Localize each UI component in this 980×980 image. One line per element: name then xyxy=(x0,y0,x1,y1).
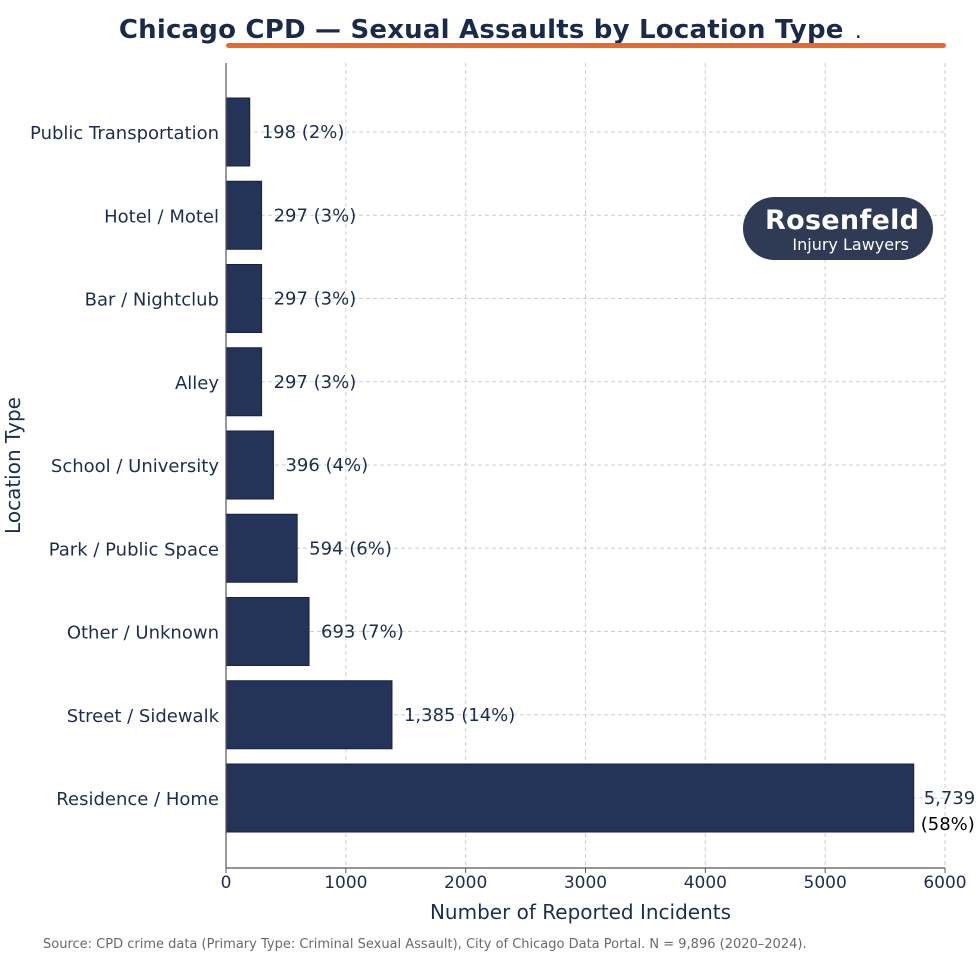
logo-subtitle: Injury Lawyers xyxy=(792,235,909,254)
category-label: Alley xyxy=(175,373,219,394)
bar xyxy=(225,763,915,833)
bar-value-label: 396 (4%) xyxy=(285,455,368,476)
bar-value-label: 198 (2%) xyxy=(262,122,345,143)
category-label: Hotel / Motel xyxy=(104,206,219,227)
bar-value-label: 297 (3%) xyxy=(274,205,357,226)
chart-title: Chicago CPD — Sexual Assaults by Locatio… xyxy=(0,15,980,45)
bar-value-label: 5,739 xyxy=(924,788,976,809)
bar xyxy=(225,180,263,250)
bar-value-label: 297 (3%) xyxy=(274,372,357,393)
bar-value-label-percent: (58%) xyxy=(921,814,975,835)
category-label: Bar / Nightclub xyxy=(85,290,219,311)
bar-value-label: 693 (7%) xyxy=(321,622,404,643)
category-label: School / University xyxy=(51,456,219,477)
logo-name: Rosenfeld xyxy=(765,205,920,236)
title-underline xyxy=(226,43,946,48)
bar xyxy=(225,264,263,333)
bar xyxy=(225,513,298,583)
x-tick-label: 1000 xyxy=(324,873,367,893)
category-label: Street / Sidewalk xyxy=(67,706,220,727)
bar xyxy=(225,680,393,750)
bar xyxy=(225,97,251,167)
rosenfeld-logo: Rosenfeld Injury Lawyers xyxy=(743,197,933,260)
chart-title-suffix: . xyxy=(855,26,862,42)
category-label: Other / Unknown xyxy=(67,623,219,644)
category-label: Residence / Home xyxy=(56,789,219,810)
x-tick-label: 3000 xyxy=(564,873,607,893)
x-tick-label: 5000 xyxy=(804,873,847,893)
bar xyxy=(225,597,310,666)
category-label: Public Transportation xyxy=(30,123,219,144)
bar-value-label: 1,385 (14%) xyxy=(404,705,515,726)
x-tick-label: 4000 xyxy=(684,873,727,893)
chart-title-text: Chicago CPD — Sexual Assaults by Locatio… xyxy=(118,15,844,45)
bar xyxy=(225,430,274,500)
y-axis-title: Location Type xyxy=(1,397,25,534)
x-tick-label: 6000 xyxy=(923,873,966,893)
bar xyxy=(225,347,263,417)
x-axis-title: Number of Reported Incidents xyxy=(430,900,731,924)
x-tick-label: 0 xyxy=(221,873,232,893)
category-label: Park / Public Space xyxy=(49,539,219,560)
source-note: Source: CPD crime data (Primary Type: Cr… xyxy=(43,937,807,952)
bar-value-label: 594 (6%) xyxy=(309,538,392,559)
x-tick-label: 2000 xyxy=(444,873,487,893)
bar-value-label: 297 (3%) xyxy=(274,289,357,310)
